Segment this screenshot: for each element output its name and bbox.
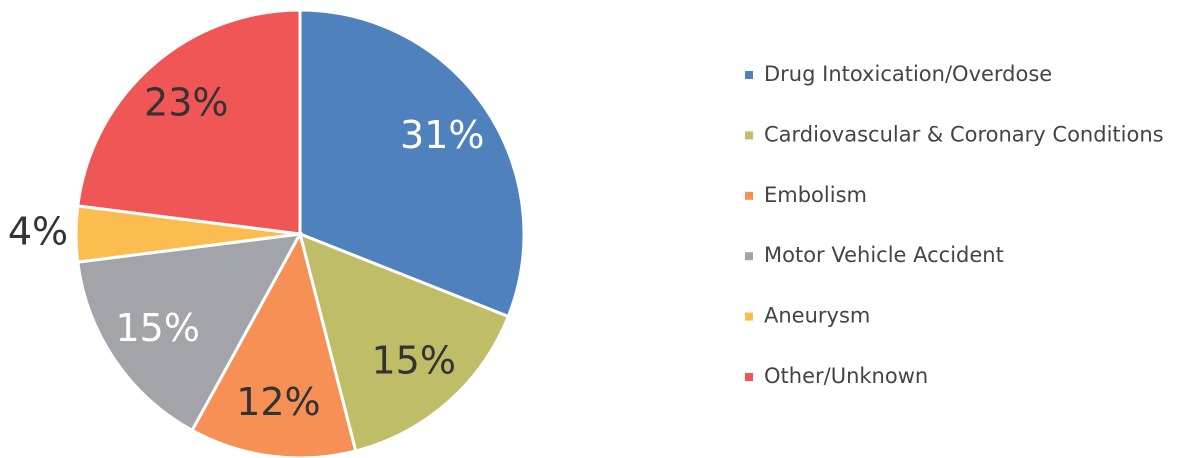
legend-label: Other/Unknown bbox=[764, 364, 928, 388]
legend-swatch bbox=[745, 373, 753, 381]
data-label: 12% bbox=[236, 380, 320, 424]
legend-swatch bbox=[745, 252, 753, 261]
legend-label: Drug Intoxication/Overdose bbox=[764, 62, 1052, 86]
data-label: 23% bbox=[144, 80, 228, 124]
pie-slice bbox=[190, 229, 358, 458]
legend-swatch bbox=[745, 191, 753, 200]
legend-swatch bbox=[745, 71, 753, 79]
legend-label: Cardiovascular & Coronary Conditions bbox=[764, 122, 1164, 146]
legend-swatch bbox=[745, 312, 753, 321]
legend-label: Aneurysm bbox=[764, 304, 870, 328]
legend-label: Motor Vehicle Accident bbox=[764, 243, 1004, 267]
data-label: 15% bbox=[116, 306, 200, 350]
data-label: 31% bbox=[400, 113, 484, 157]
legend-swatch bbox=[745, 131, 753, 140]
pie-slice bbox=[76, 8, 302, 236]
data-label: 15% bbox=[372, 339, 456, 383]
pie-slice bbox=[297, 231, 511, 453]
pie-slice bbox=[76, 232, 303, 433]
data-label: 4% bbox=[8, 210, 68, 254]
pie-slice bbox=[298, 8, 526, 319]
legend-label: Embolism bbox=[764, 183, 867, 207]
